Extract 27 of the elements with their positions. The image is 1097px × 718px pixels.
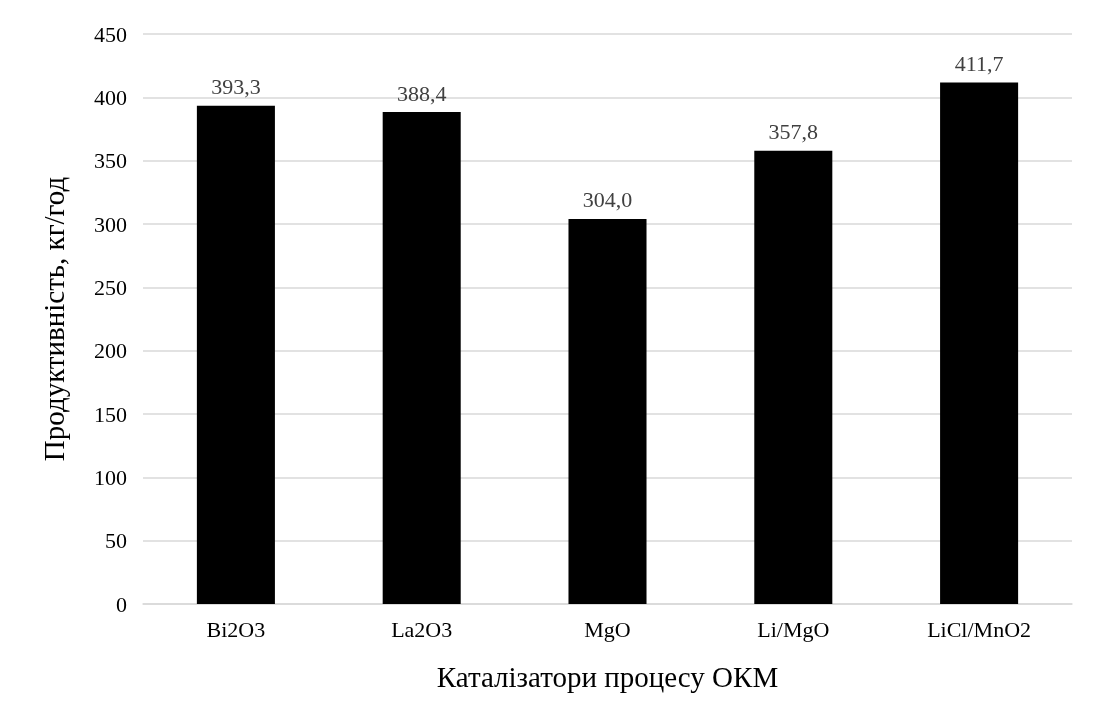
- y-axis-title: Продуктивність, кг/год: [37, 176, 70, 462]
- bar: [940, 82, 1019, 604]
- bar: [196, 105, 275, 604]
- data-label: 411,7: [954, 51, 1004, 77]
- data-label: 388,4: [396, 80, 447, 106]
- y-tick-label: 350: [94, 148, 127, 174]
- x-tick-label: MgO: [584, 616, 631, 642]
- y-tick-label: 200: [94, 338, 127, 364]
- x-tick-label: LiCl/MnO2: [927, 616, 1032, 642]
- x-axis-title: Каталізатори процесу ОКМ: [436, 660, 779, 693]
- x-tick-label: Bi2O3: [206, 616, 266, 642]
- x-tick-label: La2O3: [391, 616, 453, 642]
- y-tick-label: 300: [94, 211, 127, 237]
- y-tick-label: 250: [94, 274, 127, 300]
- y-tick-label: 150: [94, 401, 127, 427]
- data-label: 357,8: [768, 119, 819, 145]
- data-label: 304,0: [582, 187, 633, 213]
- data-label: 393,3: [211, 74, 261, 100]
- bar: [382, 112, 461, 604]
- x-tick-label: Li/MgO: [757, 616, 830, 642]
- y-tick-label: 450: [94, 21, 127, 47]
- bar: [754, 150, 833, 604]
- y-tick-label: 400: [94, 84, 127, 110]
- bar: [568, 218, 647, 604]
- y-tick-label: 50: [105, 528, 127, 554]
- y-tick-label: 0: [116, 591, 127, 617]
- y-tick-label: 100: [94, 464, 127, 490]
